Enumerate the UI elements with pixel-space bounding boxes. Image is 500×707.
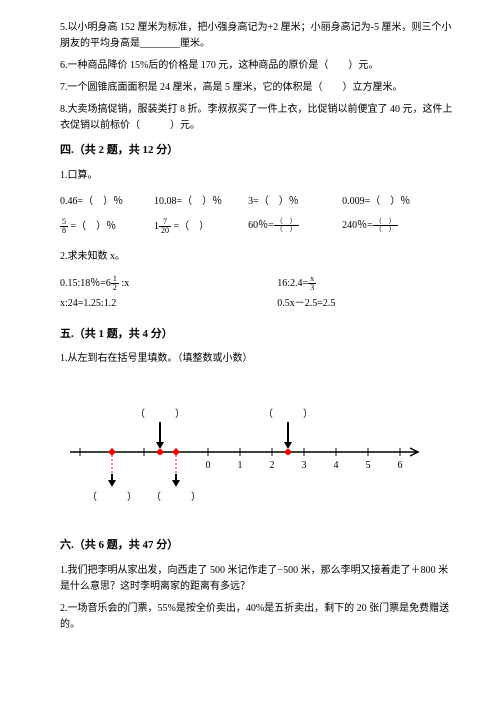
calc-item: 0.009=（ ）％	[342, 194, 455, 210]
svg-text:1: 1	[238, 460, 243, 471]
section-4-q2: 2.求未知数 x。	[60, 249, 455, 265]
equation: 0.5x－2.5=2.5	[277, 296, 455, 312]
calc-row-2: 5 8 =（ ）％ 1 7 20 =（ ） 60％= （ ） （ ） 240％=…	[60, 218, 455, 235]
calc-row-1: 0.46=（ ）％ 10.08=（ ）％ 3=（ ）％ 0.009=（ ）％	[60, 194, 455, 210]
svg-text:3: 3	[302, 460, 307, 471]
calc-item: 5 8 =（ ）％	[60, 218, 154, 235]
question-7: 7.一个圆锥底面面积是 24 厘米，高是 5 厘米，它的体积是（ ）立方厘米。	[60, 80, 455, 96]
fraction-icon: （ ） （ ）	[274, 218, 299, 233]
svg-text:6: 6	[398, 460, 403, 471]
fraction-icon: 7 20	[159, 218, 171, 235]
section-6-header: 六.（共 6 题，共 47 分）	[60, 537, 455, 555]
section-4-q1: 1.口算。	[60, 168, 455, 184]
equation: 16:2.4= x 3	[277, 275, 455, 292]
fraction-icon: （ ） （ ）	[373, 218, 398, 233]
section-4-header: 四.（共 2 题，共 12 分）	[60, 142, 455, 160]
question-5: 5.以小明身高 152 厘米为标准，把小强身高记为+2 厘米；小丽身高记为-5 …	[60, 20, 455, 52]
calc-item: 60％= （ ） （ ）	[248, 218, 342, 235]
equation-row-1: 0.15:18％=6 1 2 :x 16:2.4= x 3	[60, 275, 455, 292]
calc-item: 1 7 20 =（ ）	[154, 218, 248, 235]
svg-text:（ ）: （ ）	[151, 491, 201, 503]
section-6-q2: 2.一场音乐会的门票，55%是按全价卖出，40%是五折卖出，剩下的 20 张门票…	[60, 601, 455, 633]
calc-item: 3=（ ）％	[248, 194, 342, 210]
section-5-q1: 1.从左到右在括号里填数。（填整数或小数）	[60, 351, 455, 367]
svg-text:（ ）: （ ）	[263, 408, 313, 420]
equation: 0.15:18％=6 1 2 :x	[60, 275, 277, 292]
svg-text:0: 0	[206, 460, 211, 471]
question-6: 6.一种商品降价 15%后的价格是 170 元，这种商品的原价是（ ）元。	[60, 58, 455, 74]
calc-item: 0.46=（ ）％	[60, 194, 154, 210]
question-8: 8.大卖场搞促销，服装类打 8 折。李叔叔买了一件上衣，比促销以前便宜了 40 …	[60, 102, 455, 134]
svg-text:（ ）: （ ）	[87, 491, 137, 503]
calc-item: 10.08=（ ）％	[154, 194, 248, 210]
fraction-icon: x 3	[308, 275, 316, 292]
fraction-icon: 5 8	[60, 218, 68, 235]
equation: x:24=1.25:1.2	[60, 296, 277, 312]
equation-row-2: x:24=1.25:1.2 0.5x－2.5=2.5	[60, 296, 455, 312]
number-line-svg: 0 1 2 3 4 5 6 （ ） （ ） （ ） （ ）	[60, 387, 440, 507]
calc-item: 240％= （ ） （ ）	[342, 218, 455, 235]
number-line: 0 1 2 3 4 5 6 （ ） （ ） （ ） （ ）	[60, 387, 455, 507]
svg-text:2: 2	[270, 460, 275, 471]
fraction-icon: 1 2	[111, 275, 119, 292]
section-6-q1: 1.我们把李明从家出发，向西走了 500 米记作走了−500 米，那么李明又接着…	[60, 563, 455, 595]
svg-text:（ ）: （ ）	[135, 408, 185, 420]
svg-text:4: 4	[334, 460, 339, 471]
svg-text:5: 5	[366, 460, 371, 471]
section-5-header: 五.（共 1 题，共 4 分）	[60, 326, 455, 344]
